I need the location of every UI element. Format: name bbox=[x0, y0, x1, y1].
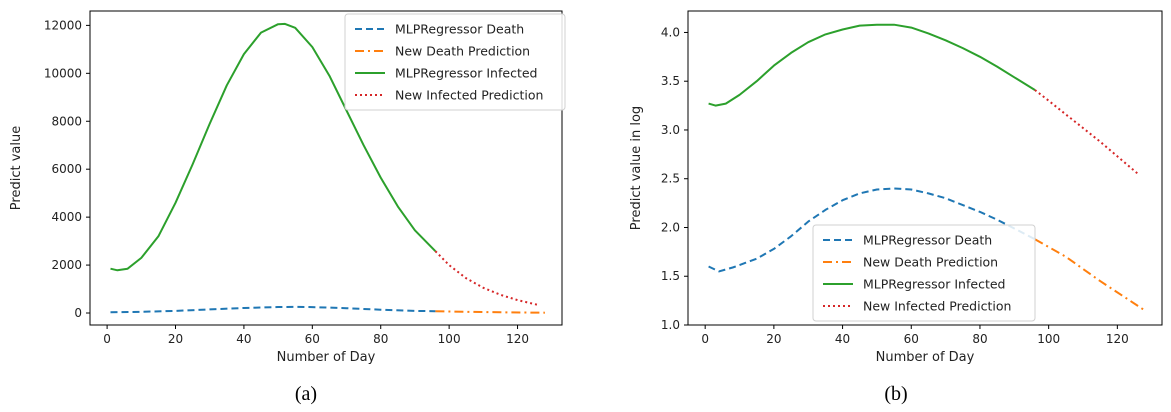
x-tick-label: 20 bbox=[168, 332, 183, 346]
x-tick-label: 20 bbox=[766, 332, 781, 346]
y-tick-label: 8000 bbox=[51, 114, 82, 128]
chart-panel-a: 0 20 40 60 80 100 120 0 2000 4000 6000 8000 10000 120… bbox=[9, 10, 566, 405]
legend-label: MLPRegressor Death bbox=[863, 233, 992, 248]
series-line-mlpregressor-death bbox=[110, 305, 436, 314]
legend-label: New Infected Prediction bbox=[863, 299, 1011, 314]
legend-box bbox=[812, 224, 1036, 322]
legend-box bbox=[344, 13, 566, 111]
legend: MLPRegressor Death New Death Prediction ML… bbox=[812, 224, 1036, 322]
x-tick-label: 80 bbox=[972, 332, 987, 346]
x-axis-title: Number of Day bbox=[277, 350, 376, 365]
x-tick-label: 40 bbox=[835, 332, 850, 346]
y-tick-label: 1.5 bbox=[661, 269, 680, 283]
x-tick-label: 0 bbox=[701, 332, 709, 346]
x-tick-label: 60 bbox=[305, 332, 320, 346]
x-tick-label: 100 bbox=[1037, 332, 1060, 346]
legend-label: MLPRegressor Infected bbox=[395, 66, 537, 81]
y-tick-label: 2.0 bbox=[661, 220, 680, 234]
y-tick-label: 10000 bbox=[44, 66, 82, 80]
legend-label: MLPRegressor Infected bbox=[863, 277, 1005, 292]
x-tick-label: 120 bbox=[506, 332, 529, 346]
x-tick-label: 120 bbox=[1106, 332, 1129, 346]
legend-label: New Infected Prediction bbox=[395, 88, 543, 103]
y-tick-label: 6000 bbox=[51, 162, 82, 176]
y-tick-label: 4.0 bbox=[661, 25, 680, 39]
y-tick-label: 2000 bbox=[51, 258, 82, 272]
series-line-mlpregressor-infected bbox=[110, 22, 437, 272]
y-tick-label: 3.5 bbox=[661, 74, 680, 88]
series-line-mlpregressor-infected bbox=[708, 23, 1036, 107]
y-tick-label: 4000 bbox=[51, 210, 82, 224]
x-tick-label: 40 bbox=[236, 332, 251, 346]
x-tick-label: 100 bbox=[438, 332, 461, 346]
series-line-mlpregressor-death bbox=[708, 187, 1036, 273]
legend-label: New Death Prediction bbox=[863, 255, 998, 270]
series-line-new-death-prediction bbox=[1034, 238, 1146, 312]
y-axis-title: Predict value in log bbox=[629, 106, 644, 230]
x-tick-label: 0 bbox=[103, 332, 111, 346]
legend-label: New Death Prediction bbox=[395, 44, 530, 59]
series-line-new-infected-prediction bbox=[434, 250, 539, 306]
chart-panel-b: 0 20 40 60 80 100 120 1.0 1.5 2.0 2.5 3.0 3.5 4.0 Numb… bbox=[629, 10, 1163, 405]
plot-frame bbox=[89, 10, 563, 326]
legend: MLPRegressor Death New Death Prediction ML… bbox=[344, 13, 566, 111]
y-tick-label: 0 bbox=[74, 306, 82, 320]
x-tick-label: 60 bbox=[904, 332, 919, 346]
plot-frame bbox=[687, 10, 1163, 326]
y-tick-label: 12000 bbox=[44, 18, 82, 32]
y-tick-label: 3.0 bbox=[661, 123, 680, 137]
y-axis-title: Predict value bbox=[9, 126, 24, 210]
x-axis-title: Number of Day bbox=[876, 350, 975, 365]
legend-label: MLPRegressor Death bbox=[395, 22, 524, 37]
figure-caption: (b) bbox=[884, 383, 907, 405]
y-tick-label: 2.5 bbox=[661, 172, 680, 186]
series-line-new-infected-prediction bbox=[1034, 89, 1139, 175]
series-line-new-death-prediction bbox=[435, 310, 545, 314]
figure-caption: (a) bbox=[295, 383, 317, 405]
x-tick-label: 80 bbox=[373, 332, 388, 346]
y-tick-label: 1.0 bbox=[661, 318, 680, 332]
